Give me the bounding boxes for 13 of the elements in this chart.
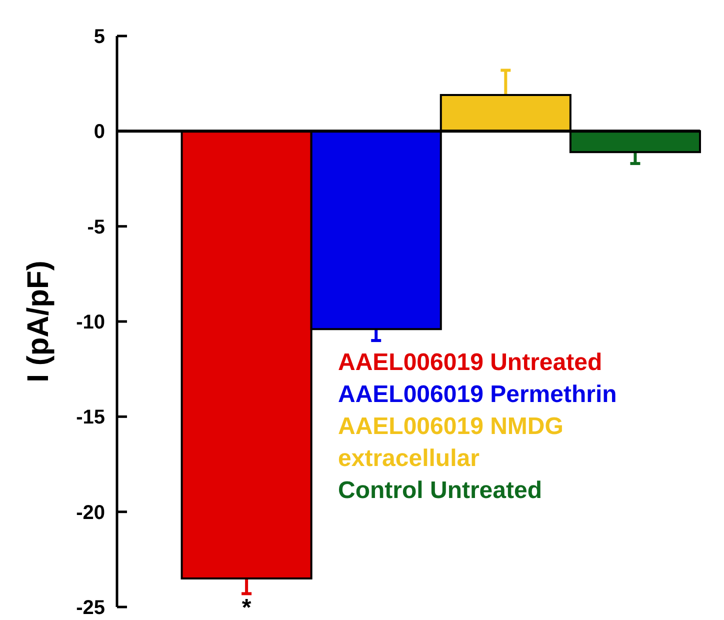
- y-tick-label: -5: [87, 216, 105, 238]
- y-tick-label: 5: [94, 26, 105, 48]
- series-label: AAEL006019 Untreated: [338, 349, 602, 376]
- y-tick-label: -20: [76, 502, 105, 524]
- text: Control Untreated: [338, 477, 542, 504]
- y-tick-label: -15: [76, 406, 105, 429]
- y-axis-title: I (pA/pF): [22, 260, 55, 382]
- text: AAEL006019 Permethrin: [338, 381, 617, 408]
- annotation: *: [242, 594, 252, 620]
- text: AAEL006019 NMDG extracellular: [338, 413, 564, 472]
- y-tick-label: -25: [76, 597, 105, 619]
- y-tick-label: -10: [76, 312, 105, 334]
- y-tick-label: 0: [94, 121, 105, 144]
